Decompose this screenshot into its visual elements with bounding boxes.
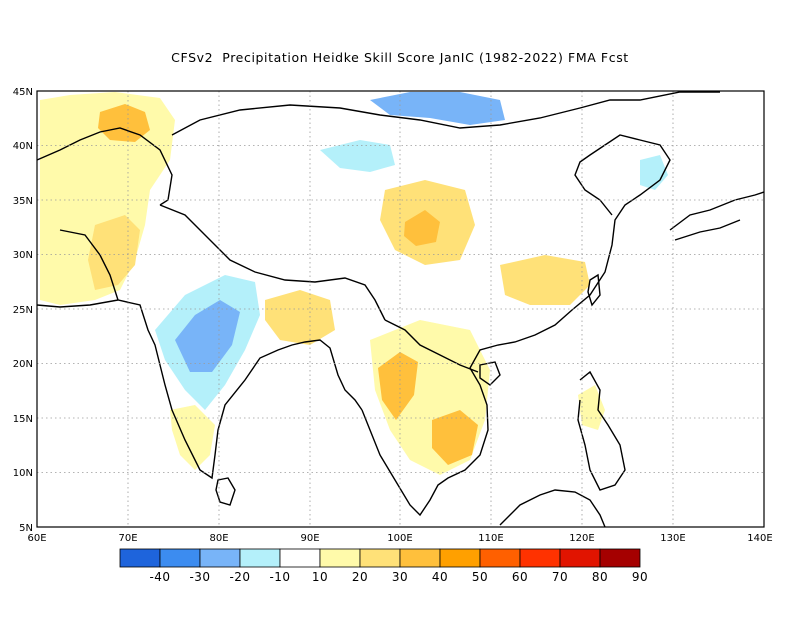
coastline-borneo [499,489,606,527]
colorbar-label: -10 [269,570,290,584]
region-bangladesh-yellow [265,290,335,345]
coastline-japan [669,191,764,241]
colorbar-swatch [599,548,641,568]
map-title: CFSv2 Precipitation Heidke Skill Score J… [171,50,629,65]
coastline-indochina [361,134,671,517]
lat-label: 5N [19,523,33,534]
lat-label: 10N [13,468,33,479]
colorbar-label: 70 [552,570,568,584]
colorbar-label: 60 [512,570,528,584]
lat-label: 35N [13,196,33,207]
coastline-hainan [479,361,501,386]
border-central-asia [37,127,173,301]
region-philippines-yellow [578,385,605,430]
skill-score-field [40,92,668,475]
region-south-india-yellow [170,405,215,470]
coastline-arabia-india [37,299,363,480]
lon-label: 120E [569,533,594,544]
region-sichuan-orange [404,210,440,246]
lon-label: 80E [209,533,228,544]
region-mongolia-blue [370,92,505,125]
region-cambodia-orange [432,410,478,465]
colorbar-swatches [119,548,641,568]
colorbar-label: 20 [352,570,368,584]
coastline-taiwan [587,273,601,307]
colorbar-label: -40 [149,570,170,584]
colorbar-label: 40 [432,570,448,584]
colorbar-swatch [119,548,161,568]
colorbar-swatch [399,548,441,568]
latitude-axis: 45N 40N 35N 30N 25N 20N 15N 10N 5N [13,87,33,534]
graticule [37,91,764,527]
lon-label: 110E [478,533,503,544]
colorbar-swatch [279,548,321,568]
region-india-core-blue [175,300,240,372]
region-korea-blue [640,155,668,190]
region-south-china-yellow [500,255,590,305]
colorbar-swatch [439,548,481,568]
border-china-mongolia [171,91,720,136]
lat-label: 20N [13,359,33,370]
lon-label: 70E [118,533,137,544]
colorbar-swatch [359,548,401,568]
region-tajik-orange [98,104,150,142]
colorbar-swatch [159,548,201,568]
colorbar-label: 30 [392,570,408,584]
colorbar-labels: -40 -30 -20 -10 10 20 30 40 50 60 70 80 90 [149,570,648,584]
colorbar-swatch [519,548,561,568]
lat-label: 45N [13,87,33,98]
colorbar-label: -30 [189,570,210,584]
lon-label: 140E [747,533,772,544]
colorbar-swatch [239,548,281,568]
colorbar-swatch [199,548,241,568]
lat-label: 30N [13,250,33,261]
region-pakistan-yellow [88,215,140,290]
region-tibet-north-blue [320,140,395,172]
lon-label: 90E [300,533,319,544]
coastline-philippines [577,370,626,491]
colorbar-label: 10 [312,570,328,584]
border-indochina [384,319,479,373]
lat-label: 25N [13,305,33,316]
border-himalaya [159,204,386,321]
lon-label: 60E [27,533,46,544]
colorbar-swatch [319,548,361,568]
lon-label: 130E [660,533,685,544]
coastline-sri-lanka [215,477,236,506]
lat-label: 40N [13,141,33,152]
colorbar-label: 90 [632,570,648,584]
lat-label: 15N [13,414,33,425]
colorbar-label: 50 [472,570,488,584]
colorbar: -40 -30 -20 -10 10 20 30 40 50 60 70 80 90 [119,548,648,584]
region-thailand-orange [378,352,418,420]
colorbar-swatch [479,548,521,568]
lon-label: 100E [387,533,412,544]
colorbar-label: -20 [229,570,250,584]
coastlines [37,91,764,527]
colorbar-label: 80 [592,570,608,584]
longitude-axis: 60E 70E 80E 90E 100E 110E 120E 130E 140E [27,533,772,544]
colorbar-swatch [559,548,601,568]
map-frame [36,90,765,528]
